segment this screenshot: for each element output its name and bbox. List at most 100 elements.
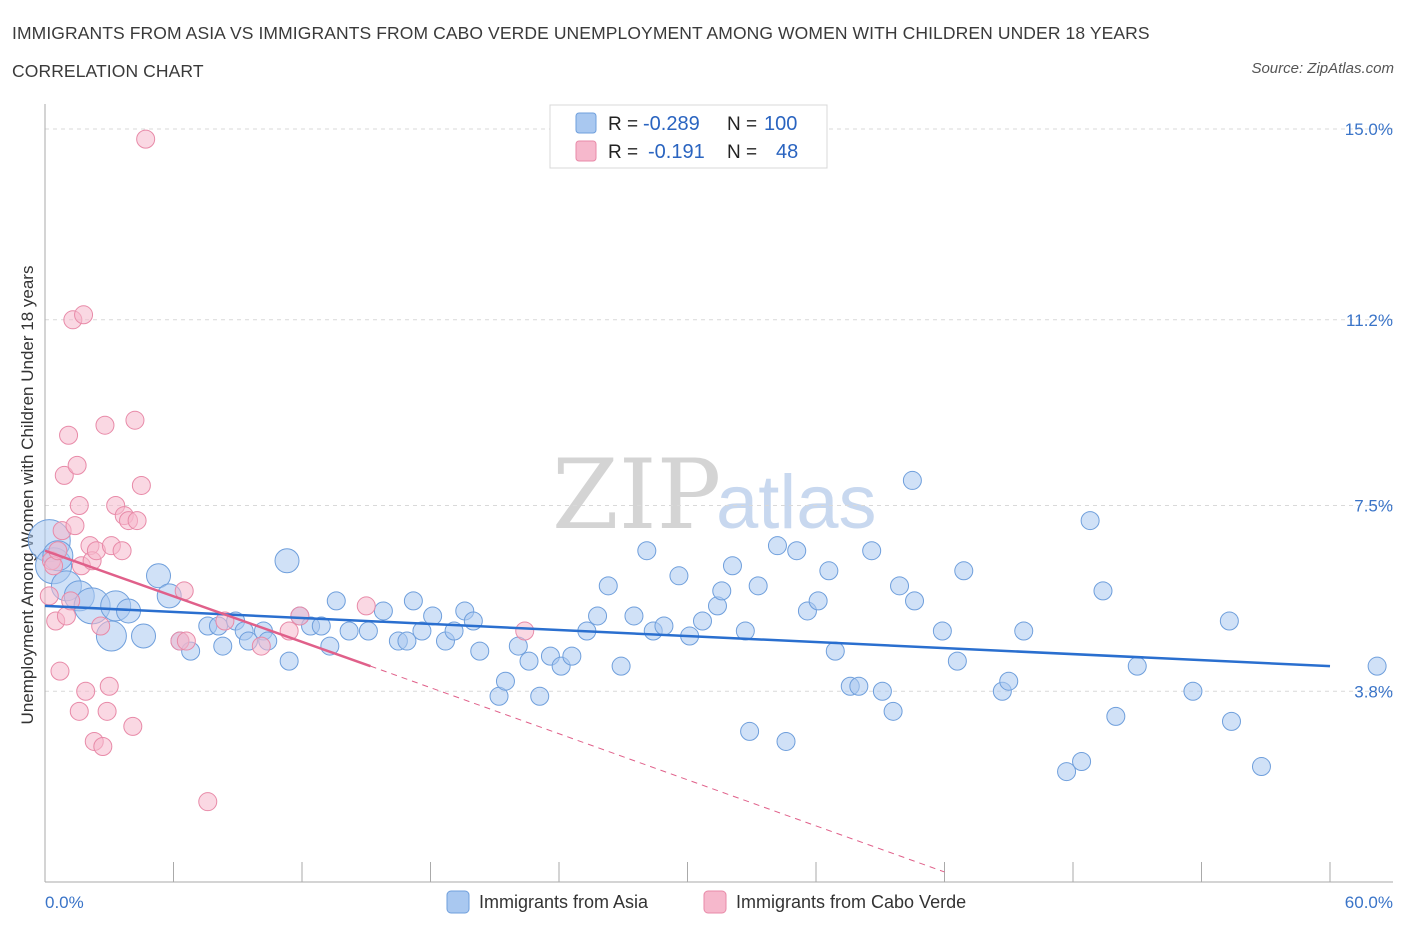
asia-point-62: [712, 581, 732, 601]
asia-point-66: [748, 576, 768, 596]
asia-point-45: [519, 651, 539, 671]
cabo-verde-point-41: [198, 792, 218, 812]
x-tick-label-min: 0.0%: [45, 893, 84, 912]
asia-point-55: [637, 541, 657, 561]
asia-point-93: [1127, 656, 1147, 676]
asia-point-92: [1106, 706, 1126, 726]
asia-point-34: [403, 591, 423, 611]
asia-point-75: [849, 676, 869, 696]
cabo-verde-point-23: [91, 616, 111, 636]
asia-point-72: [819, 561, 839, 581]
legend-n-label-cabo-verde: N =: [727, 142, 757, 163]
asia-point-31: [373, 601, 393, 621]
asia-point-89: [1072, 752, 1092, 772]
cabo-verde-point-0: [39, 586, 59, 606]
asia-point-10: [146, 563, 172, 589]
cabo-verde-point-43: [251, 636, 271, 656]
y-tick-label-1: 7.5%: [1354, 497, 1393, 516]
cabo-verde-point-40: [176, 631, 196, 651]
cabo-verde-point-15: [69, 701, 89, 721]
asia-point-43: [495, 671, 515, 691]
cabo-verde-trend-line: [44, 549, 371, 668]
asia-point-83: [947, 651, 967, 671]
cabo-verde-point-14: [69, 496, 89, 516]
asia-point-84: [954, 561, 974, 581]
asia-point-57: [654, 616, 674, 636]
asia-point-80: [902, 470, 922, 490]
cabo-verde-point-26: [97, 701, 117, 721]
watermark: ZIP atlas: [552, 439, 877, 551]
asia-point-9: [131, 623, 157, 649]
asia-point-96: [1221, 711, 1241, 731]
asia-point-73: [825, 641, 845, 661]
asia-point-28: [326, 591, 346, 611]
trend-lines: [44, 549, 1331, 873]
series-legend-swatch-asia: [446, 890, 470, 914]
cabo-verde-point-7: [54, 465, 74, 485]
legend-r-label-cabo-verde: R =: [608, 142, 638, 163]
asia-point-33: [397, 631, 417, 651]
asia-trend-line: [44, 604, 1331, 668]
asia-point-49: [562, 646, 582, 666]
cabo-verde-point-13: [67, 455, 87, 475]
axes: [44, 104, 1393, 883]
legend-swatch-cabo-verde: [575, 140, 597, 162]
asia-point-71: [808, 591, 828, 611]
asia-point-78: [883, 701, 903, 721]
asia-point-54: [624, 606, 644, 626]
asia-point-30: [358, 621, 378, 641]
legend-r-label-asia: R =: [608, 114, 638, 135]
cabo-verde-point-36: [131, 475, 151, 495]
asia-point-60: [692, 611, 712, 631]
legend-n-label-asia: N =: [727, 114, 757, 135]
cabo-verde-point-33: [123, 716, 143, 736]
cabo-verde-point-47: [515, 621, 535, 641]
asia-point-88: [1057, 762, 1077, 782]
cabo-verde-point-17: [74, 305, 94, 325]
asia-point-68: [776, 731, 796, 751]
asia-point-51: [588, 606, 608, 626]
cabo-verde-point-24: [93, 736, 113, 756]
asia-point-58: [669, 566, 689, 586]
legend-n-value-asia: 100: [764, 113, 797, 135]
asia-point-53: [611, 656, 631, 676]
asia-point-35: [412, 621, 432, 641]
asia-point-63: [722, 556, 742, 576]
chart-source: Source: ZipAtlas.com: [1251, 60, 1394, 77]
asia-point-91: [1093, 581, 1113, 601]
asia-point-46: [530, 686, 550, 706]
chart-title: IMMIGRANTS FROM ASIA VS IMMIGRANTS FROM …: [12, 23, 1150, 81]
cabo-verde-trend-extension: [370, 665, 945, 873]
series-legend-label-asia: Immigrants from Asia: [479, 892, 649, 912]
asia-point-65: [740, 721, 760, 741]
asia-point-23: [279, 651, 299, 671]
asia-point-79: [890, 576, 910, 596]
legend-swatch-asia: [575, 112, 597, 134]
cabo-verde-point-35: [127, 511, 147, 531]
asia-point-22: [274, 548, 300, 574]
asia-point-81: [905, 591, 925, 611]
asia-point-69: [787, 541, 807, 561]
cabo-verde-point-27: [99, 676, 119, 696]
asia-point-98: [1367, 656, 1387, 676]
legend-r-value-asia: -0.289: [643, 113, 700, 135]
asia-point-29: [339, 621, 359, 641]
legend-r-value-cabo-verde: -0.191: [648, 141, 705, 163]
asia-point-52: [598, 576, 618, 596]
asia-point-77: [872, 681, 892, 701]
cabo-verde-point-34: [125, 410, 145, 430]
cabo-verde-point-45: [290, 606, 310, 626]
series-legend-swatch-cabo-verde: [703, 890, 727, 914]
asia-point-64: [735, 621, 755, 641]
asia-point-41: [470, 641, 490, 661]
asia-point-67: [767, 536, 787, 556]
cabo-verde-point-46: [356, 596, 376, 616]
asia-point-87: [1014, 621, 1034, 641]
asia-point-36: [423, 606, 443, 626]
y-tick-label-2: 11.2%: [1346, 311, 1393, 330]
series-cabo-verde-points: [39, 129, 535, 812]
asia-point-95: [1219, 611, 1239, 631]
stats-legend: R = -0.289 N = 100 R = -0.191 N = 48: [549, 104, 828, 169]
y-tick-label-3: 15.0%: [1345, 120, 1393, 139]
